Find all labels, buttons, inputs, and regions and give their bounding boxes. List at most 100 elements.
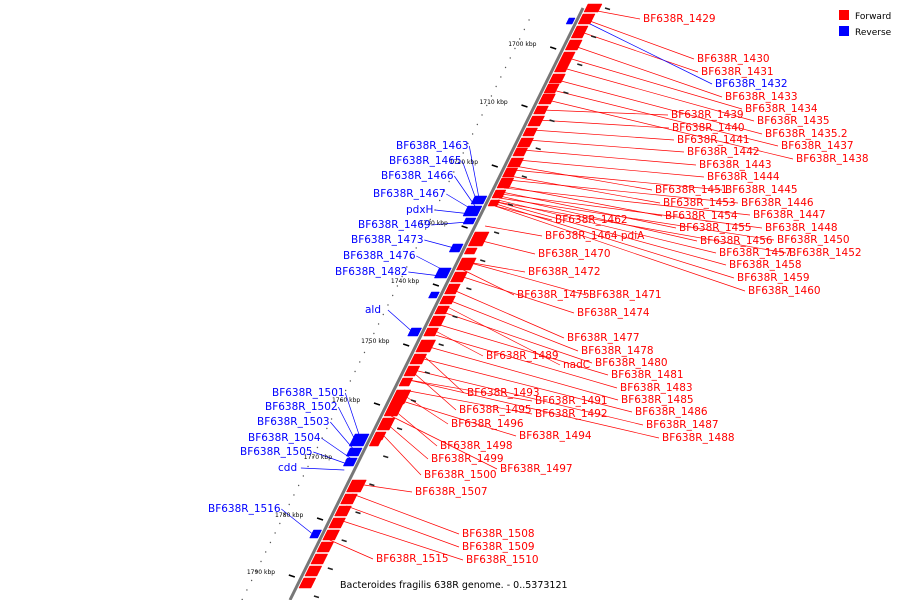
- gene-block: [565, 17, 576, 25]
- gene-block: [407, 327, 423, 337]
- gene-leader-line: [339, 519, 464, 561]
- gene-label-bf638r-1516: BF638R_1516: [208, 503, 281, 515]
- gene-block: [501, 167, 519, 178]
- gene-label-cdd: cdd: [278, 462, 297, 474]
- gene-label-bf638r-1453: BF638R_1453: [663, 197, 736, 209]
- gene-label-bf638r-1488: BF638R_1488: [662, 432, 735, 444]
- gene-label-bf638r-1430: BF638R_1430: [697, 53, 770, 65]
- track-dot: [387, 304, 389, 306]
- legend: Forward Reverse: [839, 10, 892, 38]
- gene-leader-line: [346, 505, 460, 548]
- gene-leader-line: [419, 357, 633, 413]
- track-dot: [368, 342, 370, 344]
- track-mark: [521, 175, 528, 179]
- gene-label-bf638r-1494: BF638R_1494: [519, 430, 592, 442]
- gene-leader-line: [300, 467, 345, 471]
- gene-leader-line: [494, 205, 553, 221]
- legend-reverse-swatch: [839, 26, 849, 36]
- gene-label-bf638r-1464-pdia: BF638R_1464 pdiA: [545, 230, 645, 242]
- gene-block: [340, 493, 358, 505]
- gene-label-bf638r-1500: BF638R_1500: [424, 469, 497, 481]
- gene-label-bf638r-1438: BF638R_1438: [796, 153, 869, 165]
- gene-block: [434, 305, 450, 315]
- gene-leader-line: [436, 323, 609, 376]
- track-dot: [495, 85, 497, 88]
- gene-leader-line: [581, 31, 699, 73]
- gene-leader-line: [408, 271, 441, 277]
- gene-leader-line: [313, 451, 348, 465]
- gene-block: [298, 577, 317, 589]
- gene-label-bf638r-1472: BF638R_1472: [528, 266, 601, 278]
- gene-block: [316, 541, 335, 553]
- gene-label-bf638r-1467: BF638R_1467: [373, 188, 446, 200]
- gene-leader-line: [381, 433, 422, 476]
- gene-leader-line: [504, 185, 663, 217]
- tick-mark: [373, 402, 381, 406]
- gene-leader-line: [503, 187, 751, 216]
- track-dot: [359, 361, 361, 363]
- gene-leader-line: [460, 275, 575, 314]
- gene-block: [449, 271, 468, 283]
- gene-label-bf638r-1504: BF638R_1504: [248, 432, 321, 444]
- gene-block: [328, 517, 346, 529]
- gene-block: [548, 73, 566, 84]
- tick-mark: [288, 574, 296, 578]
- tick-mark: [316, 517, 324, 521]
- gene-label-bf638r-1448: BF638R_1448: [765, 222, 838, 234]
- gene-leader-line: [401, 393, 449, 425]
- gene-label-bf638r-1476: BF638R_1476: [343, 250, 416, 262]
- tick-label: 1710 kbp: [479, 99, 507, 106]
- gene-label-bf638r-1509: BF638R_1509: [462, 541, 535, 553]
- track-dot: [518, 38, 521, 40]
- gene-leader-line: [509, 175, 661, 204]
- gene-label-bf638r-1474: BF638R_1474: [577, 307, 650, 319]
- track-dot: [344, 389, 347, 392]
- gene-leader-line: [574, 45, 723, 98]
- gene-leader-line: [433, 329, 484, 357]
- gene-label-bf638r-1435-2: BF638R_1435.2: [765, 128, 848, 140]
- gene-label-bf638r-1452: BF638R_1452: [789, 247, 862, 259]
- gene-leader-line: [498, 197, 775, 241]
- backbone-dots: [241, 7, 611, 600]
- gene-label-bf638r-1431: BF638R_1431: [701, 66, 774, 78]
- gene-label-bf638r-1492: BF638R_1492: [535, 408, 608, 420]
- gene-label-bf638r-1483: BF638R_1483: [620, 382, 693, 394]
- gene-block: [553, 61, 571, 73]
- gene-block: [415, 339, 437, 353]
- gene-label-bf638r-1475: BF638R_1475: [517, 289, 590, 301]
- legend-reverse-label: Reverse: [855, 28, 892, 38]
- track-mark: [604, 7, 611, 11]
- gene-label-ald: ald: [365, 304, 381, 316]
- track-mark: [466, 287, 472, 291]
- gene-block: [512, 147, 529, 157]
- gene-leader-line: [512, 169, 723, 191]
- gene-label-bf638r-1455: BF638R_1455: [679, 222, 752, 234]
- track-dot: [415, 247, 417, 249]
- gene-label-bf638r-1478: BF638R_1478: [581, 345, 654, 357]
- gene-label-bf638r-1429: BF638R_1429: [643, 13, 716, 25]
- gene-leader-line: [386, 423, 429, 460]
- gene-block: [376, 417, 396, 431]
- gene-leader-line: [329, 539, 374, 560]
- gene-leader-line: [468, 145, 480, 199]
- track-mark: [563, 91, 569, 95]
- track-mark: [493, 231, 500, 235]
- track-dot: [523, 28, 526, 31]
- gene-label-bf638r-1485: BF638R_1485: [621, 394, 694, 406]
- gene-leader-line: [321, 437, 351, 459]
- gene-leader-line: [387, 309, 413, 333]
- gene-block: [398, 377, 414, 387]
- track-dot: [312, 456, 314, 458]
- gene-leader-line: [485, 225, 543, 237]
- gene-label-bf638r-1445: BF638R_1445: [725, 184, 798, 196]
- gene-block: [389, 389, 412, 405]
- track-dot: [391, 294, 394, 297]
- gene-block: [527, 115, 545, 127]
- tick-label: 1700 kbp: [508, 41, 536, 48]
- track-dot: [434, 209, 436, 211]
- gene-block: [577, 13, 596, 25]
- gene-label-bf638r-1489: BF638R_1489: [486, 350, 559, 362]
- gene-leader-line: [463, 269, 515, 296]
- gene-leader-line: [478, 239, 536, 255]
- gene-leader-line: [507, 179, 739, 204]
